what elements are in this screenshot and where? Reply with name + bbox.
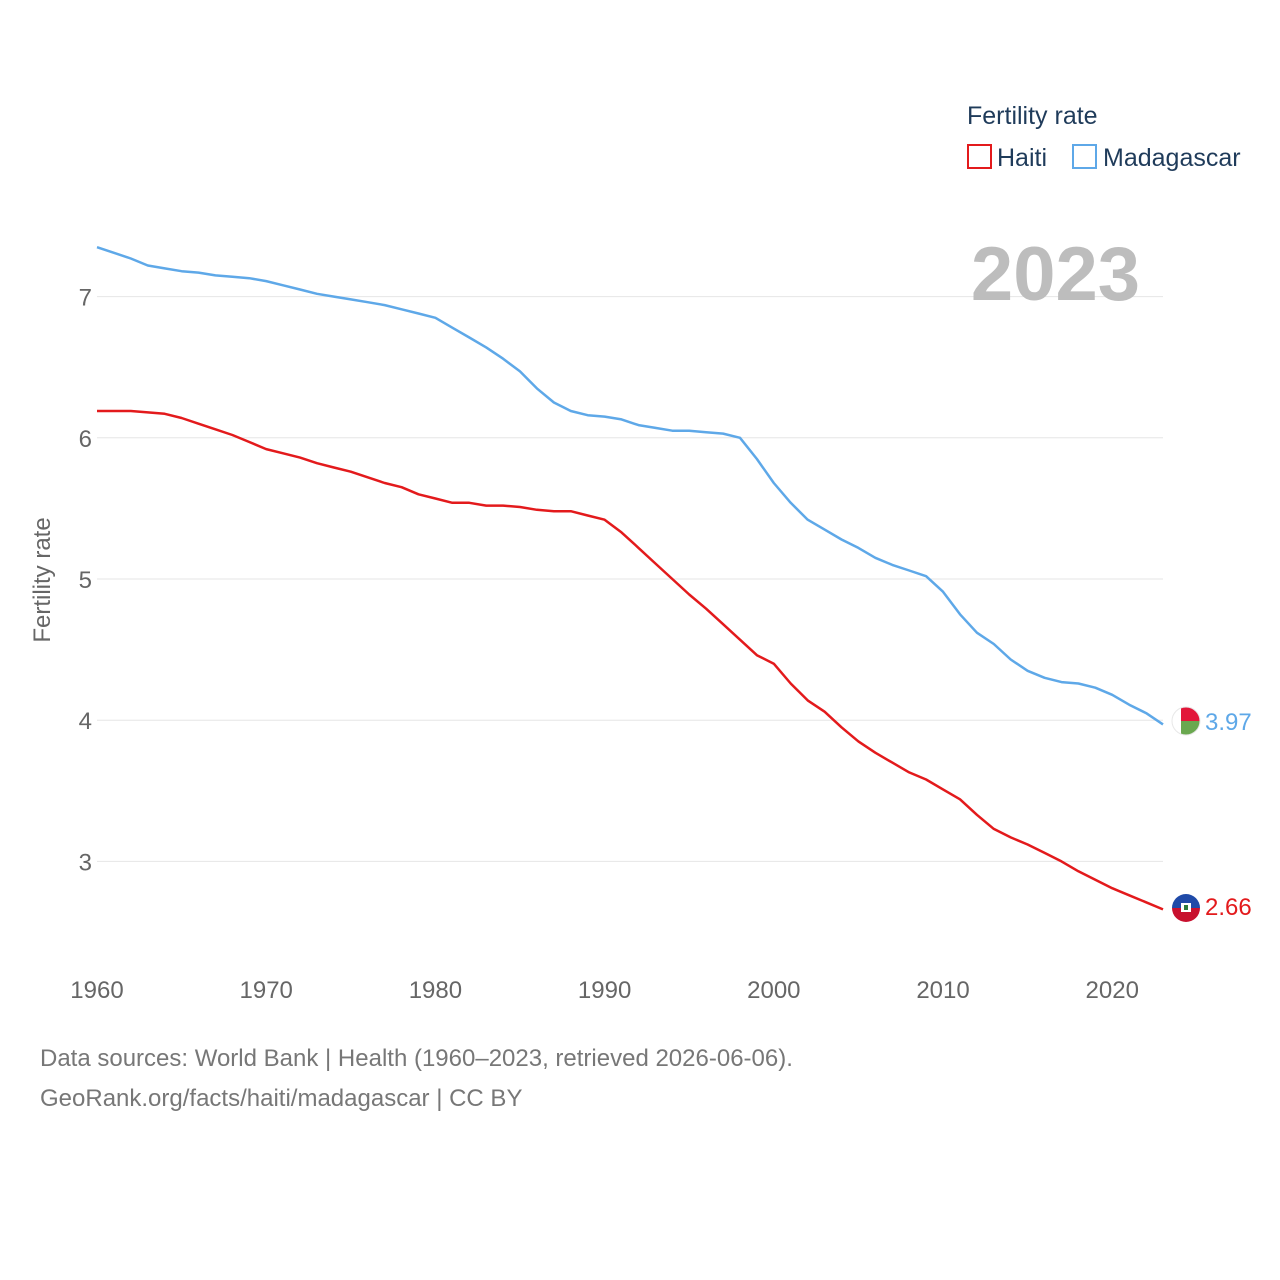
x-axis-ticks: 1960 1970 1980 1990 2000 2010 2020 <box>70 977 1139 1004</box>
series-lines <box>96 246 1164 911</box>
legend-label-haiti: Haiti <box>997 144 1047 172</box>
y-tick-label: 3 <box>79 849 92 876</box>
x-tick-label: 1970 <box>240 977 293 1004</box>
x-tick-label: 2000 <box>747 977 800 1004</box>
year-label: 2023 <box>971 232 1140 317</box>
x-tick-label: 1990 <box>578 977 631 1004</box>
x-tick-label: 1960 <box>70 977 123 1004</box>
footer-attribution[interactable]: GeoRank.org/facts/haiti/madagascar | CC … <box>40 1085 523 1112</box>
legend-swatch-haiti <box>967 144 992 169</box>
footer-sources: Data sources: World Bank | Health (1960–… <box>40 1045 793 1072</box>
y-tick-label: 5 <box>79 567 92 594</box>
gridlines <box>97 296 1163 862</box>
legend: Fertility rate Haiti Madagascar <box>967 102 1241 172</box>
x-tick-label: 2020 <box>1086 977 1139 1004</box>
series-line-haiti[interactable] <box>97 409 1164 911</box>
x-tick-label: 2010 <box>916 977 969 1004</box>
y-tick-label: 4 <box>79 708 92 735</box>
y-axis-ticks: 3 4 5 6 7 <box>79 285 92 877</box>
legend-item-haiti[interactable]: Haiti <box>967 144 1047 172</box>
end-label-madagascar: 3.97 <box>1205 709 1252 736</box>
legend-swatch-madagascar <box>1072 144 1097 169</box>
end-label-haiti: 2.66 <box>1205 894 1252 921</box>
haiti-flag-icon <box>1172 894 1200 922</box>
y-tick-label: 7 <box>79 285 92 312</box>
legend-title: Fertility rate <box>967 102 1098 130</box>
y-tick-label: 6 <box>79 426 92 453</box>
series-line-madagascar[interactable] <box>96 246 1164 726</box>
y-axis-label: Fertility rate <box>29 517 56 642</box>
x-tick-label: 1980 <box>409 977 462 1004</box>
legend-item-madagascar[interactable]: Madagascar <box>1072 144 1241 172</box>
legend-label-madagascar: Madagascar <box>1103 144 1241 172</box>
